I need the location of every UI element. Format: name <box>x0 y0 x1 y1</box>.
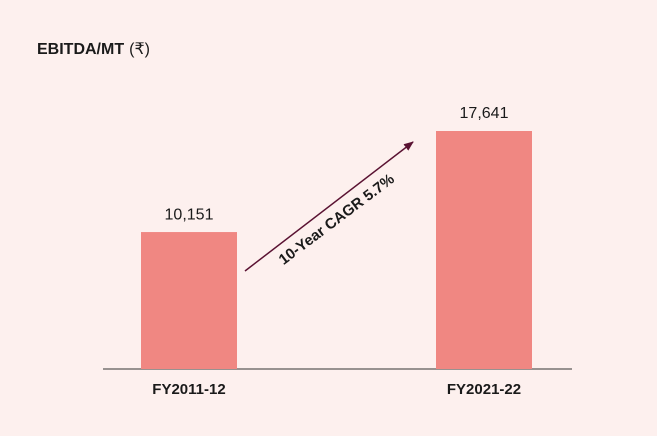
x-tick-label: FY2021-22 <box>447 381 521 398</box>
bar <box>141 232 237 369</box>
bar <box>436 131 532 369</box>
value-label: 10,151 <box>165 206 214 223</box>
chart-unit: (₹) <box>129 41 150 58</box>
x-tick-label: FY2011-12 <box>152 381 225 398</box>
cagr-arrow <box>244 141 414 272</box>
chart-title-group: EBITDA/MT (₹) <box>37 41 150 58</box>
chart-title: EBITDA/MT <box>37 41 124 58</box>
value-label: 17,641 <box>460 105 509 122</box>
